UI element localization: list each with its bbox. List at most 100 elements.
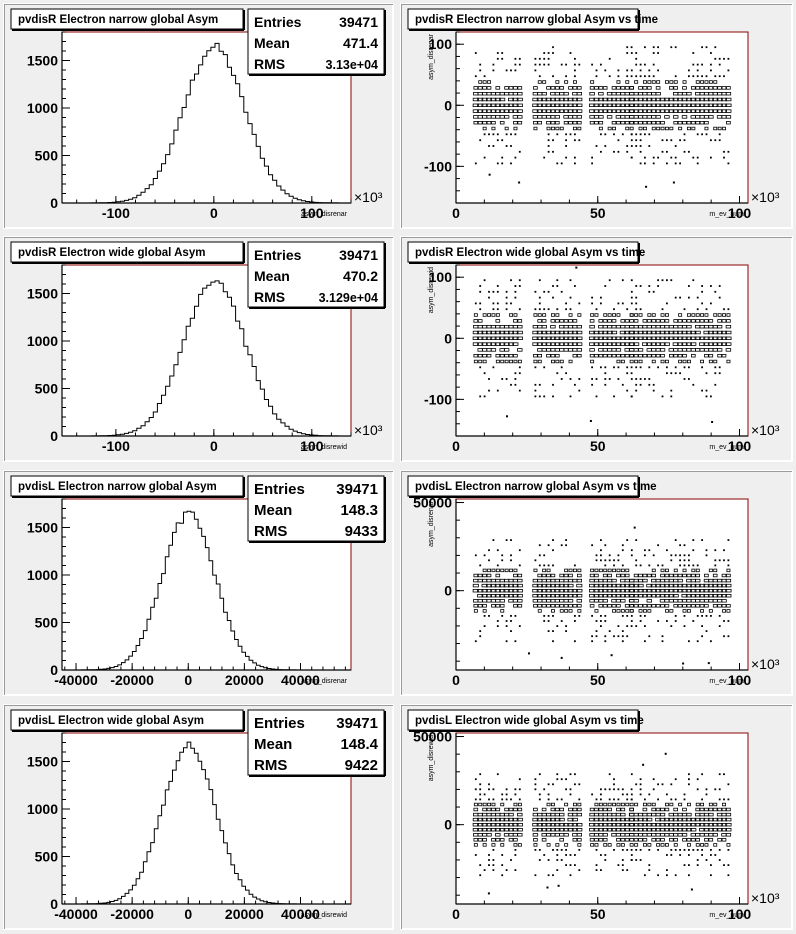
scatter-box — [590, 80, 595, 84]
scatter-box — [638, 573, 643, 578]
scatter-box — [677, 319, 683, 323]
scatter-point — [600, 788, 602, 791]
scatter-box — [606, 330, 613, 335]
scatter-box — [512, 823, 519, 827]
scatter-point — [727, 864, 730, 866]
scatter-box — [477, 103, 484, 107]
scatter-box — [486, 121, 492, 125]
scatter-box — [568, 86, 573, 90]
scatter-point — [604, 620, 607, 622]
scatter-box — [725, 342, 732, 346]
scatter-box — [589, 838, 595, 842]
scatter-point — [692, 52, 695, 54]
scatter-box — [545, 109, 552, 113]
scatter-box — [499, 823, 506, 827]
scatter-box — [712, 336, 719, 340]
scatter-point — [604, 69, 607, 72]
scatter-box — [482, 609, 487, 613]
scatter-box — [625, 126, 630, 131]
scatter-point — [501, 793, 504, 796]
scatter-box — [597, 823, 604, 827]
scatter-box — [568, 568, 573, 573]
scatter-box — [650, 342, 657, 346]
scatter-box — [686, 359, 691, 364]
scatter-point — [492, 133, 495, 136]
scatter-point — [639, 859, 642, 861]
scatter-point — [710, 285, 712, 287]
x-tick-label: 20000 — [225, 672, 264, 688]
scatter-point — [543, 854, 546, 856]
scatter-point — [565, 544, 567, 547]
scatter-box — [513, 319, 518, 323]
scatter-box — [707, 589, 715, 593]
scatter-box — [563, 833, 569, 837]
scatter-point — [617, 788, 620, 791]
scatter-point — [670, 279, 673, 282]
scatter-point — [556, 854, 559, 856]
scatter-point — [674, 366, 677, 369]
scatter-box — [495, 604, 501, 608]
x-tick-label: -20000 — [110, 672, 154, 688]
x-tick-label: 100 — [300, 205, 324, 221]
scatter-point — [674, 798, 677, 801]
scatter-box — [598, 838, 604, 842]
scatter-box — [677, 578, 683, 583]
scatter-point — [608, 57, 611, 60]
scatter-point — [644, 63, 646, 66]
scatter-box — [473, 807, 479, 812]
scatter-outlier — [690, 888, 693, 891]
scatter-point — [723, 57, 725, 60]
scatter-point — [591, 793, 593, 796]
scatter-box — [638, 604, 643, 608]
scatter-point — [501, 864, 504, 866]
scatter-box — [594, 609, 599, 613]
scatter-point — [474, 788, 477, 791]
scatter-box — [504, 807, 509, 812]
scatter-box — [712, 807, 718, 812]
scatter-box — [486, 573, 492, 578]
scatter-box — [550, 126, 555, 131]
scatter-box — [713, 359, 718, 364]
scatter-point — [701, 773, 703, 776]
scatter-point — [538, 383, 541, 386]
scatter-box — [508, 342, 515, 346]
scatter-box — [509, 359, 513, 364]
scatter-point — [701, 854, 703, 856]
scatter-box — [619, 103, 626, 107]
scatter-box — [593, 817, 600, 822]
scatter-point — [534, 366, 537, 369]
scatter-box — [606, 828, 613, 832]
scatter-point — [501, 57, 504, 60]
scatter-point — [552, 615, 554, 617]
scatter-point — [679, 559, 681, 562]
scatter-box — [638, 121, 643, 125]
scatter-box — [668, 589, 675, 593]
scatter-box — [642, 604, 648, 608]
scatter-box — [690, 817, 697, 822]
scatter-box — [681, 594, 688, 598]
scatter-point — [718, 625, 721, 627]
scatter-point — [666, 279, 668, 282]
stats-label: Entries — [254, 481, 305, 498]
scatter-point — [518, 778, 521, 781]
scatter-box — [554, 342, 561, 346]
scatter-box — [694, 823, 701, 827]
pad-7: -40000 -20000 0 20000 40000 0 500 1000 1500 asym_… — [3, 704, 394, 930]
scatter-point — [514, 383, 517, 386]
scatter-point — [595, 864, 598, 866]
scatter-box — [568, 609, 573, 613]
scatter-point — [705, 389, 708, 392]
scatter-box — [508, 817, 515, 822]
scatter-box — [541, 838, 547, 842]
scatter-point — [518, 150, 521, 153]
scatter-box — [726, 843, 731, 847]
scatter-box — [537, 609, 542, 613]
scatter-box — [490, 583, 497, 588]
scatter-point — [547, 52, 550, 54]
scatter-box — [703, 103, 710, 107]
scatter-box — [716, 103, 723, 107]
scatter-box — [646, 583, 653, 588]
scatter-box — [472, 828, 479, 832]
scatter-point — [543, 554, 546, 557]
y-tick-label: 500 — [35, 615, 59, 631]
